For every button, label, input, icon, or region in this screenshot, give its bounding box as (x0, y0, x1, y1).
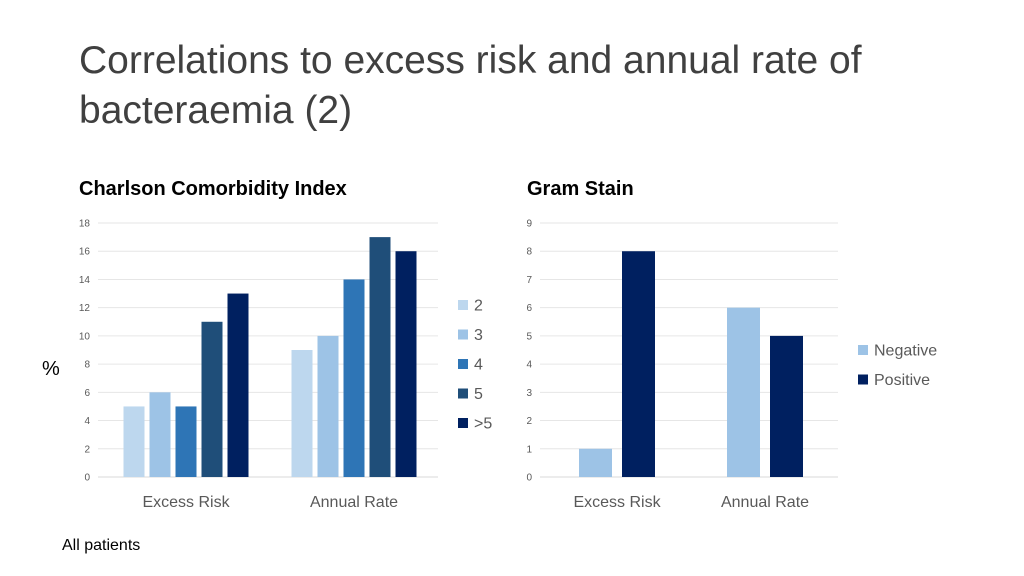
gram-bar (727, 307, 760, 477)
charlson-y-tick-label: 14 (79, 275, 91, 286)
gram-y-tick-label: 6 (526, 303, 532, 314)
charlson-y-tick-label: 16 (79, 247, 91, 258)
gram-legend-swatch (858, 374, 868, 385)
gram-category-label: Excess Risk (573, 494, 661, 511)
charlson-bar (369, 237, 391, 477)
charlson-legend-swatch (458, 329, 468, 340)
charlson-category-label: Annual Rate (310, 494, 398, 511)
charlson-bar (175, 406, 197, 477)
gram-y-tick-label: 9 (526, 219, 532, 230)
charlson-legend-label: 3 (474, 327, 483, 344)
gram-y-tick-label: 1 (526, 444, 532, 455)
charlson-legend-label: 2 (474, 298, 483, 315)
gram-legend-label: Positive (874, 372, 930, 389)
charlson-bar (201, 321, 223, 477)
gram-bar (770, 335, 803, 477)
charlson-bar (291, 350, 313, 477)
charlson-y-tick-label: 6 (84, 388, 90, 399)
charlson-y-tick-label: 2 (84, 444, 90, 455)
gram-y-tick-label: 8 (526, 247, 532, 258)
charlson-legend-label: >5 (474, 416, 492, 433)
y-axis-unit-label: % (42, 358, 60, 380)
slide-title: Correlations to excess risk and annual r… (79, 39, 862, 132)
charlson-legend-swatch (458, 388, 468, 399)
gram-category-label: Annual Rate (721, 494, 809, 511)
charlson-y-tick-label: 10 (79, 331, 91, 342)
gram-y-tick-label: 0 (526, 473, 532, 484)
charlson-bar (343, 279, 365, 477)
footnote: All patients (62, 537, 141, 554)
charlson-legend-swatch (458, 300, 468, 310)
charlson-legend-label: 4 (474, 357, 483, 374)
charlson-y-tick-label: 0 (84, 473, 90, 484)
gram-bar (579, 448, 612, 477)
chart-title-charlson: Charlson Comorbidity Index (79, 178, 347, 200)
gram-bar (622, 251, 655, 477)
charlson-y-tick-label: 12 (79, 303, 91, 314)
charlson-bar (227, 293, 249, 477)
gram-y-tick-label: 3 (526, 388, 532, 399)
gram-y-tick-label: 4 (526, 360, 532, 371)
gram-legend-swatch (858, 345, 868, 355)
charlson-bar (123, 406, 145, 477)
charlson-y-tick-label: 18 (79, 219, 91, 230)
charlson-bar (395, 251, 417, 477)
charlson-y-tick-label: 4 (84, 416, 90, 427)
charlson-bar (317, 335, 339, 477)
charlson-category-label: Excess Risk (142, 494, 230, 511)
gram-y-tick-label: 2 (526, 416, 532, 427)
charlson-legend-swatch (458, 418, 468, 428)
charlson-bar (149, 392, 171, 477)
charlson-legend-label: 5 (474, 386, 483, 403)
gram-y-tick-label: 7 (526, 275, 532, 286)
chart-title-gram-stain: Gram Stain (527, 178, 634, 200)
charlson-y-tick-label: 8 (84, 360, 90, 371)
gram-legend-label: Negative (874, 343, 937, 360)
charlson-legend-swatch (458, 359, 468, 369)
gram-y-tick-label: 5 (526, 331, 532, 342)
